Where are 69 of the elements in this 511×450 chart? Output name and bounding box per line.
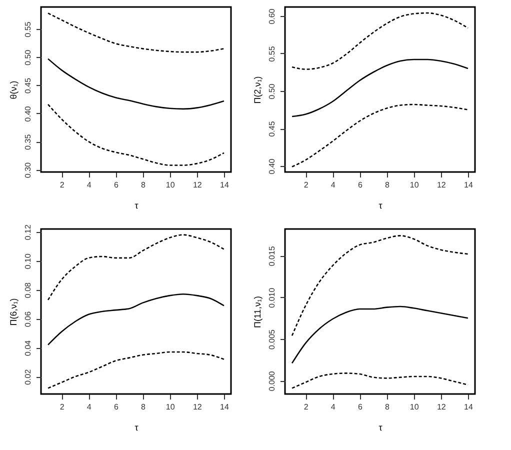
x-tick-label: 10 [410, 180, 420, 190]
x-tick-label: 2 [304, 402, 309, 412]
x-tick-label: 12 [192, 180, 202, 190]
y-tick-label: 0.04 [24, 340, 32, 356]
y-tick-label: 0.35 [24, 134, 32, 150]
x-axis-title: τ [134, 200, 139, 210]
y-tick-label: 0.40 [24, 106, 32, 122]
x-tick-label: 6 [358, 402, 363, 412]
x-axis-title: τ [134, 422, 139, 432]
x-tick-label: 2 [304, 180, 309, 190]
y-axis-title: Π(2,ν₁) [252, 76, 262, 104]
x-tick-label: 4 [330, 180, 336, 190]
x-tick-label: 8 [385, 180, 390, 190]
y-tick-label: 0.02 [24, 368, 32, 385]
y-axis-title: Π(11,ν₁) [252, 296, 262, 328]
x-tick-label: 2 [60, 180, 65, 190]
x-tick-label: 8 [385, 402, 390, 412]
y-tick-label: 0.08 [24, 282, 32, 298]
x-axis-title: τ [378, 200, 383, 210]
line-series [47, 104, 225, 166]
y-tick-label: 0.50 [24, 49, 32, 66]
line-series [291, 306, 469, 364]
x-tick-label: 8 [141, 180, 146, 190]
y-tick-label: 0.12 [24, 224, 32, 240]
x-tick-label: 10 [166, 180, 176, 190]
y-tick-label: 0.55 [24, 21, 32, 38]
x-tick-label: 4 [86, 402, 92, 412]
x-tick-label: 8 [141, 402, 146, 412]
x-tick-label: 12 [192, 402, 202, 412]
x-tick-label: 14 [220, 402, 230, 412]
x-tick-label: 6 [358, 180, 363, 190]
x-tick-label: 10 [166, 402, 176, 412]
x-tick-label: 10 [410, 402, 420, 412]
y-tick-label: 0.55 [268, 46, 276, 62]
x-tick-label: 4 [330, 402, 336, 412]
x-tick-label: 6 [114, 180, 119, 190]
x-tick-label: 6 [114, 402, 119, 412]
y-tick-label: 0.005 [268, 328, 276, 350]
y-tick-label: 0.015 [268, 246, 276, 266]
y-tick-label: 0.45 [268, 120, 276, 137]
y-tick-label: 0.010 [268, 287, 276, 308]
y-tick-label: 0.06 [24, 310, 32, 328]
line-series [291, 235, 469, 336]
y-tick-label: 0.30 [24, 162, 32, 178]
y-tick-label: 0.40 [268, 158, 276, 174]
y-tick-label: 0.50 [268, 83, 276, 100]
line-series [291, 104, 469, 168]
x-tick-label: 12 [436, 402, 446, 412]
y-tick-label: 0.45 [24, 77, 32, 94]
y-tick-label: 0.60 [268, 8, 276, 24]
line-series [47, 351, 225, 389]
x-tick-label: 14 [220, 180, 230, 190]
line-series [47, 234, 225, 301]
line-series [47, 58, 225, 110]
y-axis-title: θ(ν₁) [8, 80, 18, 100]
x-tick-label: 14 [464, 180, 474, 190]
x-tick-label: 12 [436, 180, 446, 190]
y-axis-title: Π(6,ν₁) [8, 298, 18, 326]
x-axis-title: τ [378, 422, 383, 432]
line-series [47, 12, 225, 53]
line-series [291, 12, 469, 70]
line-series [47, 293, 225, 346]
x-tick-label: 2 [60, 402, 65, 412]
x-tick-label: 14 [464, 402, 474, 412]
line-series [291, 58, 469, 118]
y-tick-label: 0.000 [268, 370, 276, 392]
x-tick-label: 4 [86, 180, 92, 190]
line-series [291, 372, 469, 389]
y-tick-label: 0.10 [24, 253, 32, 270]
